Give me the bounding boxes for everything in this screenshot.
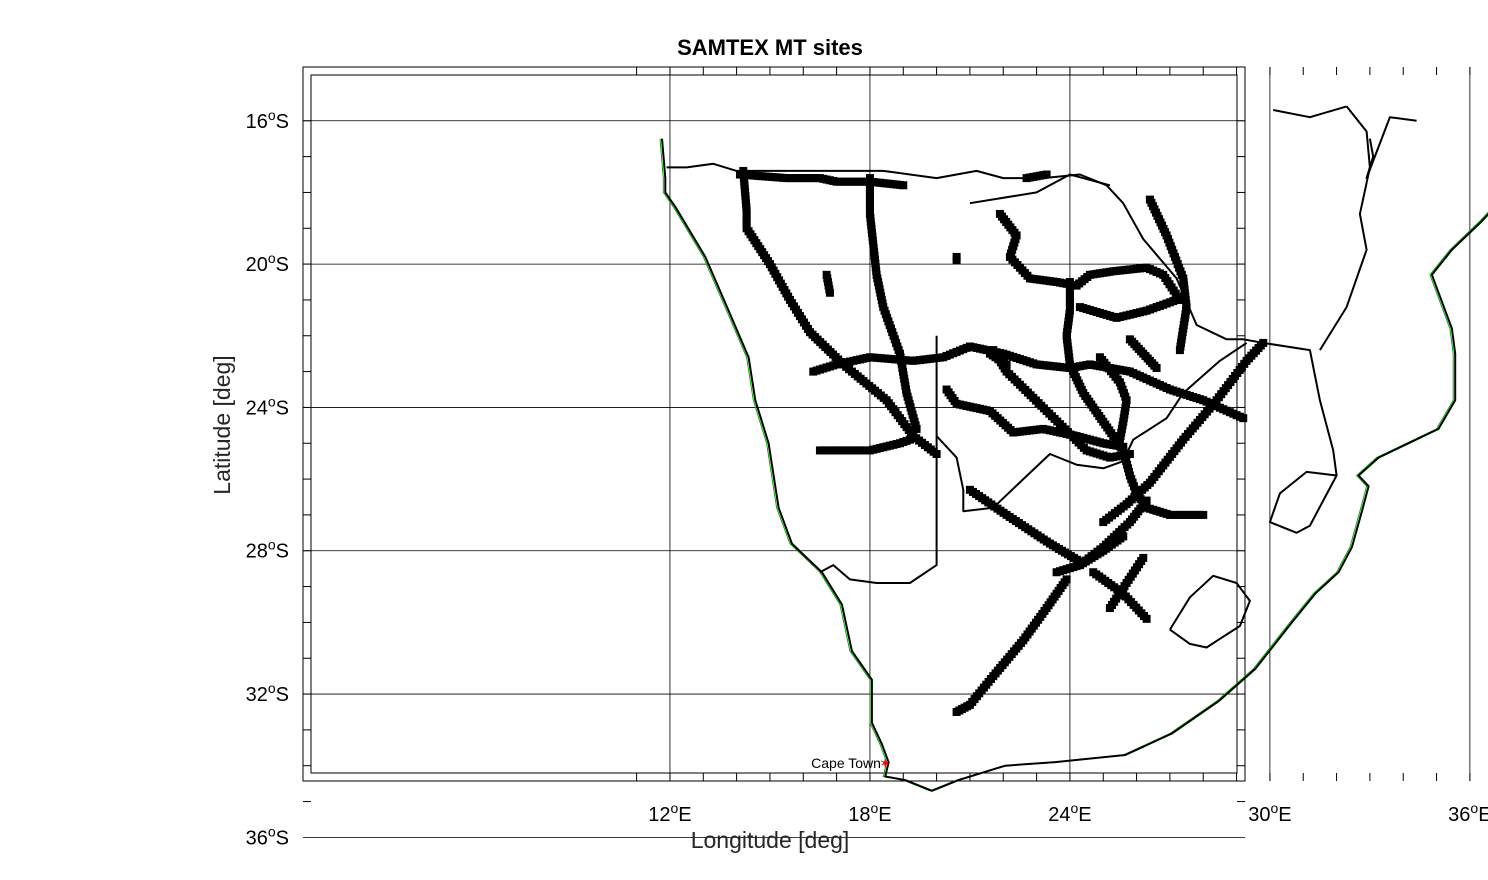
mt-site [899, 181, 908, 190]
site-profile [952, 252, 961, 265]
site-profile [1145, 195, 1191, 355]
mt-site [952, 256, 961, 265]
mt-site [1119, 532, 1128, 541]
map-frame-inner [310, 74, 1238, 774]
y-tick-labels: 16oS 20oS 24oS 28oS 32oS 36oS [246, 107, 289, 850]
mt-site [1142, 496, 1151, 505]
site-profile [965, 485, 1084, 566]
mt-site [1259, 338, 1268, 347]
site-profile [952, 575, 1071, 716]
site-profile [865, 174, 921, 433]
y-axis-label: Latitude [deg] [209, 355, 235, 494]
mt-site [952, 707, 961, 716]
x-tick-label: 36oE [1448, 800, 1488, 826]
y-tick-label: 16oS [246, 107, 289, 133]
chart-title: SAMTEX MT sites [677, 35, 863, 60]
site-profile [1125, 335, 1161, 373]
border-line [1365, 116, 1417, 180]
site-profile [1099, 338, 1268, 527]
mt-site-profiles [735, 166, 1268, 716]
site-profile [1075, 295, 1181, 322]
site-profile [995, 209, 1184, 304]
border-line [1319, 105, 1371, 351]
mt-site [912, 424, 921, 433]
site-profile [1062, 278, 1208, 519]
y-tick-label: 28oS [246, 537, 289, 563]
coastline [659, 138, 1488, 792]
mt-site [905, 435, 914, 444]
x-tick-label: 30oE [1248, 800, 1291, 826]
x-tick-labels: 12oE 18oE 24oE 30oE 36oE [648, 800, 1488, 826]
mt-site [1002, 360, 1011, 369]
site-profile [735, 170, 908, 190]
site-profile [1022, 170, 1051, 183]
place-star-icon: ✶ [879, 755, 891, 771]
mt-site [1042, 170, 1051, 179]
site-profile [815, 435, 914, 455]
mt-site [1115, 435, 1124, 444]
y-tick-label: 36oS [246, 823, 289, 849]
country-borders [666, 105, 1417, 649]
mt-site [1142, 614, 1151, 623]
mt-site [1152, 364, 1161, 373]
mt-site [932, 449, 941, 458]
mt-site [1199, 510, 1208, 519]
x-tick-label: 18oE [848, 800, 891, 826]
site-profile [1095, 353, 1131, 444]
x-tick-label: 24oE [1048, 800, 1091, 826]
x-axis-label: Longitude [deg] [691, 827, 850, 853]
mt-site [1175, 346, 1184, 355]
place-label-cape-town: Cape Town [811, 755, 881, 771]
mt-site [1125, 449, 1134, 458]
coastline-black [661, 138, 1488, 792]
y-tick-label: 24oS [246, 393, 289, 419]
mt-site [1139, 553, 1148, 562]
mt-site [825, 288, 834, 297]
frame-tick-marks [303, 67, 1471, 803]
border-line [819, 335, 938, 584]
site-profile [1075, 532, 1128, 570]
y-tick-label: 32oS [246, 680, 289, 706]
y-tick-label: 20oS [246, 250, 289, 276]
site-profile [822, 270, 834, 297]
place-marker: Cape Town ✶ [811, 755, 891, 771]
x-tick-label: 12oE [648, 800, 691, 826]
lesotho-border [1169, 574, 1251, 649]
mt-site [1172, 295, 1181, 304]
map-frame-outer [302, 66, 1246, 782]
border-line [969, 173, 1111, 205]
border-line [1273, 105, 1347, 119]
site-profile [1105, 553, 1148, 613]
border-line [935, 342, 1248, 513]
mt-site [1239, 414, 1248, 423]
site-profile [985, 349, 1011, 369]
site-profile [809, 342, 1248, 423]
